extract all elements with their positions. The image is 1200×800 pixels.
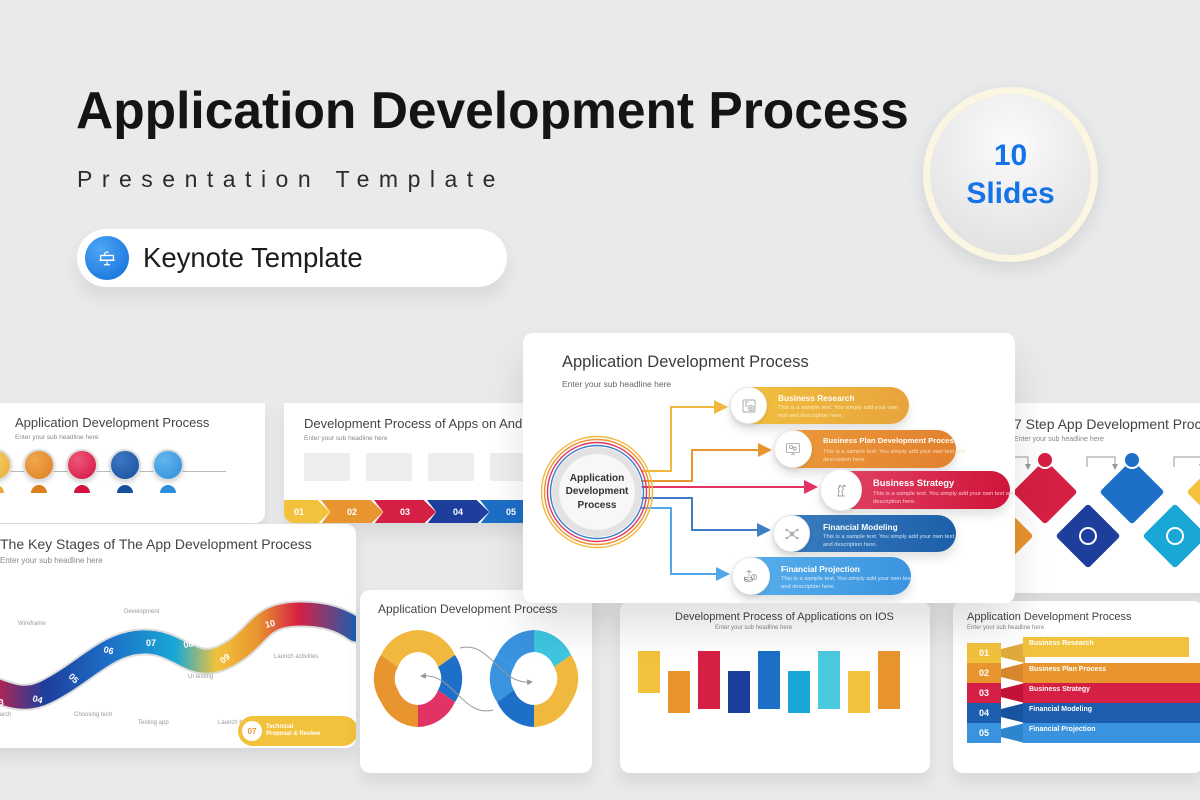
svg-text:08: 08	[183, 638, 195, 650]
svg-text:07: 07	[146, 638, 156, 648]
